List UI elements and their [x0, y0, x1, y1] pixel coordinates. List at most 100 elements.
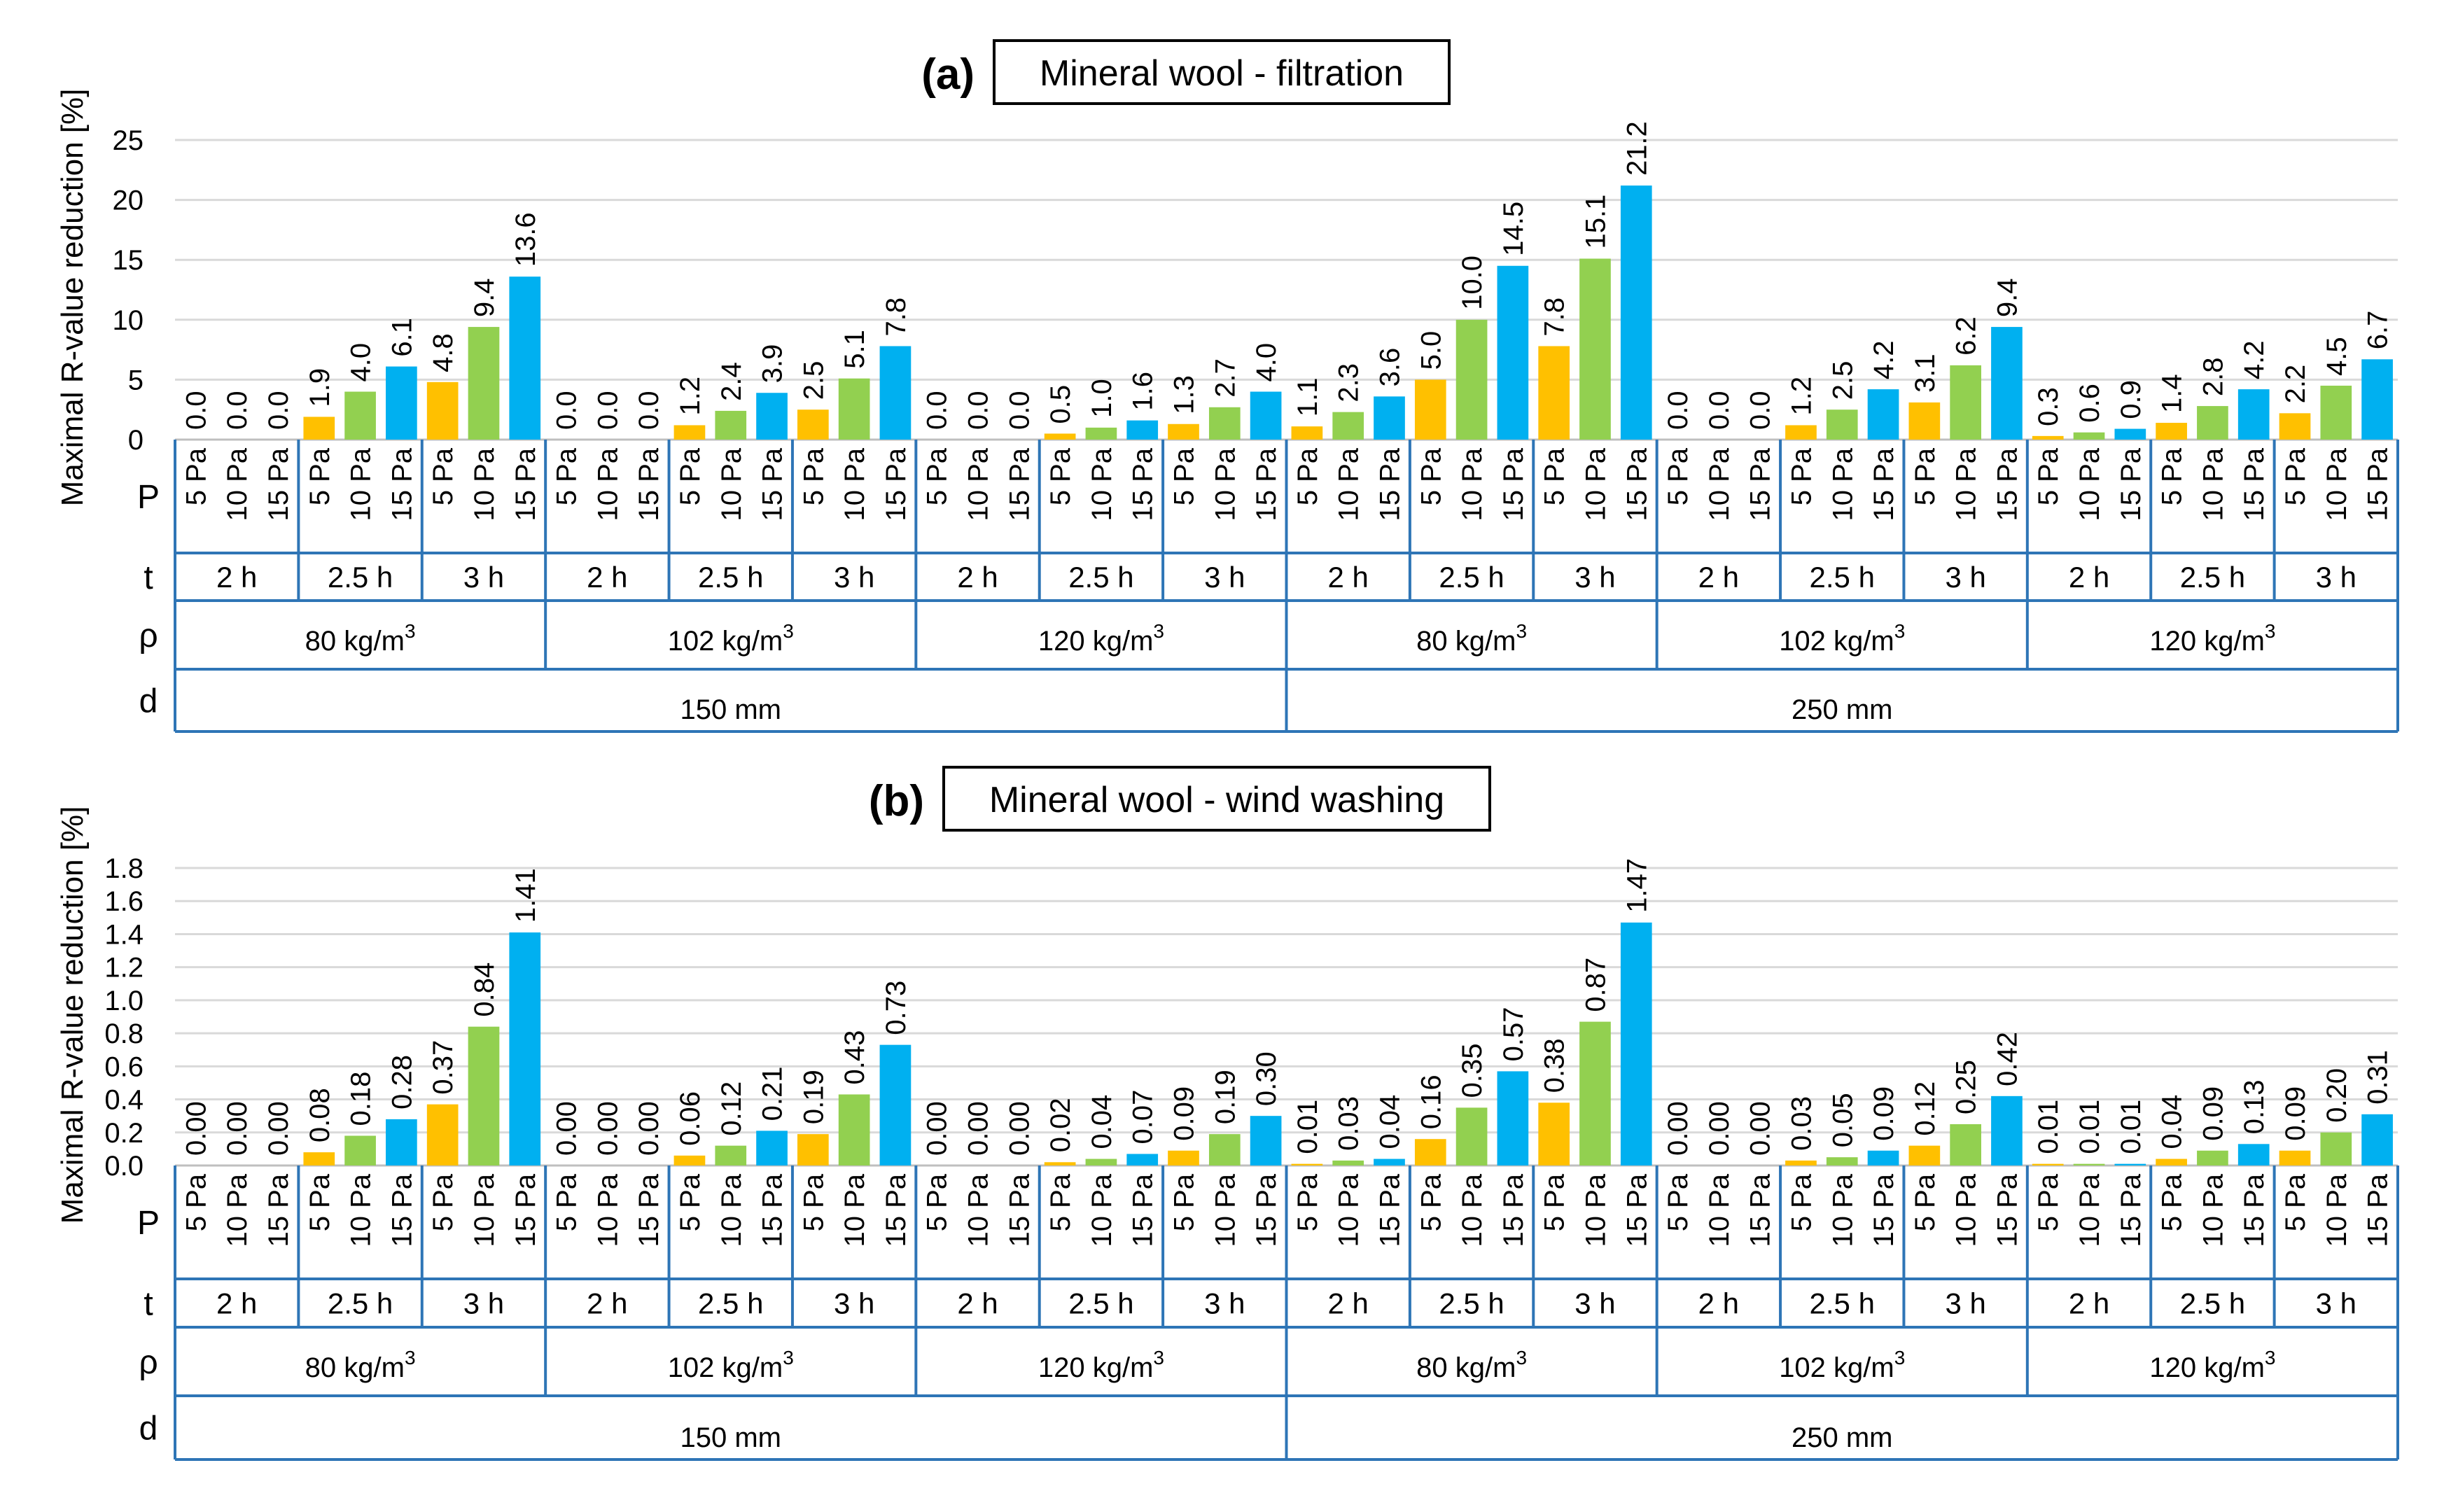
- pressure-label: 10 Pa: [1704, 447, 1735, 521]
- pressure-label: 5 Pa: [305, 447, 335, 505]
- bar-value-label: 0.28: [386, 1055, 417, 1110]
- time-label: 3 h: [2316, 1287, 2356, 1320]
- bar: [386, 366, 417, 440]
- bar-value-label: 0.03: [1786, 1096, 1817, 1151]
- bar-value-label: 0.08: [305, 1088, 335, 1142]
- y-tick-label: 0.4: [104, 1085, 144, 1116]
- bar: [2032, 1163, 2064, 1166]
- bar: [2361, 359, 2393, 440]
- bar: [2197, 1150, 2228, 1166]
- pressure-label: 10 Pa: [2321, 447, 2352, 521]
- bar-value-label: 0.19: [1210, 1070, 1241, 1124]
- bar: [1950, 1124, 1981, 1166]
- bar: [1414, 379, 1446, 440]
- bar-value-label: 0.37: [428, 1040, 459, 1095]
- pressure-label: 5 Pa: [1292, 447, 1323, 505]
- bar-value-label: 3.6: [1374, 348, 1405, 387]
- bar-value-label: 0.04: [2157, 1095, 2188, 1149]
- pressure-label: 5 Pa: [1786, 447, 1817, 505]
- time-label: 2 h: [216, 1287, 257, 1320]
- bar: [838, 378, 870, 440]
- bar-value-label: 0.43: [839, 1030, 870, 1085]
- pressure-label: 10 Pa: [1580, 1173, 1611, 1247]
- bar-value-label: 0.04: [1087, 1095, 1117, 1149]
- bar: [426, 1104, 459, 1166]
- bar-value-label: 0.0: [552, 391, 582, 430]
- time-label: 3 h: [1945, 561, 1985, 594]
- bar-value-label: 0.03: [1334, 1096, 1364, 1151]
- pressure-label: 15 Pa: [386, 447, 417, 521]
- pressure-label: 5 Pa: [181, 447, 211, 505]
- bar-value-label: 0.13: [2239, 1079, 2270, 1134]
- pressure-label: 15 Pa: [1251, 447, 1282, 521]
- bar-value-label: 9.4: [469, 278, 500, 317]
- pressure-label: 15 Pa: [1004, 1173, 1035, 1247]
- bar: [1908, 402, 1941, 440]
- bar: [2073, 432, 2105, 440]
- pressure-label: 5 Pa: [2157, 1173, 2188, 1231]
- density-superscript: 3: [783, 620, 794, 642]
- bar: [2073, 1163, 2105, 1166]
- pressure-label: 5 Pa: [1910, 1173, 1941, 1231]
- bar-value-label: 0.18: [346, 1072, 377, 1126]
- bar: [1208, 407, 1241, 440]
- y-tick-label: 15: [113, 245, 144, 276]
- bar-value-label: 0.9: [2116, 380, 2146, 419]
- pressure-label: 15 Pa: [263, 447, 294, 521]
- bar: [1291, 1163, 1323, 1166]
- chart-title: Mineral wool - filtration: [1040, 53, 1404, 94]
- bar-value-label: 0.09: [2198, 1086, 2228, 1141]
- bar-value-label: 7.8: [881, 298, 912, 337]
- bar-value-label: 0.0: [181, 391, 211, 430]
- pressure-label: 5 Pa: [2033, 447, 2064, 505]
- bar-value-label: 0.0: [1663, 391, 1694, 430]
- density-text: 102 kg/m: [668, 1352, 783, 1383]
- pressure-label: 10 Pa: [1704, 1173, 1735, 1247]
- pressure-label: 10 Pa: [1827, 447, 1858, 521]
- bar-value-label: 0.12: [1910, 1082, 1941, 1136]
- bar-value-label: 0.07: [1128, 1090, 1159, 1144]
- time-label: 2 h: [957, 561, 998, 594]
- pressure-label: 10 Pa: [346, 447, 377, 521]
- pressure-label: 15 Pa: [2363, 447, 2394, 521]
- density-superscript: 3: [1894, 1347, 1906, 1368]
- bar-value-label: 0.0: [222, 391, 253, 430]
- density-label: 120 kg/m3: [1038, 1347, 1164, 1383]
- bar: [2156, 423, 2187, 440]
- bar-value-label: 0.0: [922, 391, 953, 430]
- pressure-label: 5 Pa: [1416, 1173, 1446, 1231]
- bar-value-label: 0.0: [634, 391, 664, 430]
- density-superscript: 3: [1153, 1347, 1164, 1368]
- panel-label: (a): [921, 50, 975, 99]
- bar: [1908, 1145, 1941, 1166]
- time-label: 2 h: [1698, 1287, 1739, 1320]
- bar-value-label: 0.6: [2074, 384, 2105, 423]
- time-label: 3 h: [834, 1287, 874, 1320]
- pressure-label: 15 Pa: [2116, 447, 2146, 521]
- bar-value-label: 14.5: [1498, 202, 1529, 256]
- density-text: 102 kg/m: [1779, 626, 1894, 657]
- bar-value-label: 0.00: [1704, 1101, 1735, 1156]
- bar-value-label: 0.00: [922, 1101, 953, 1156]
- bar-value-label: 0.00: [552, 1101, 582, 1156]
- bar-value-label: 0.0: [1745, 391, 1776, 430]
- y-tick-label: 1.0: [104, 986, 144, 1016]
- time-label: 2 h: [1698, 561, 1739, 594]
- pressure-label: 5 Pa: [1045, 1173, 1076, 1231]
- bar: [1044, 1162, 1076, 1166]
- bar-value-label: 0.84: [469, 962, 500, 1017]
- pressure-label: 10 Pa: [2198, 1173, 2228, 1247]
- pressure-label: 10 Pa: [716, 447, 747, 521]
- bar-value-label: 0.05: [1827, 1093, 1858, 1147]
- bar-value-label: 4.2: [2239, 340, 2270, 379]
- bar: [303, 1152, 335, 1166]
- density-text: 102 kg/m: [1779, 1352, 1894, 1383]
- pressure-label: 10 Pa: [1580, 447, 1611, 521]
- pressure-label: 5 Pa: [1663, 447, 1694, 505]
- bar: [303, 416, 335, 440]
- y-axis-label: Maximal R-value reduction [%]: [55, 89, 90, 507]
- bar-value-label: 0.01: [2033, 1100, 2064, 1154]
- pressure-label: 15 Pa: [510, 447, 541, 521]
- pressure-label: 10 Pa: [222, 1173, 253, 1247]
- density-label: 80 kg/m3: [1416, 620, 1527, 657]
